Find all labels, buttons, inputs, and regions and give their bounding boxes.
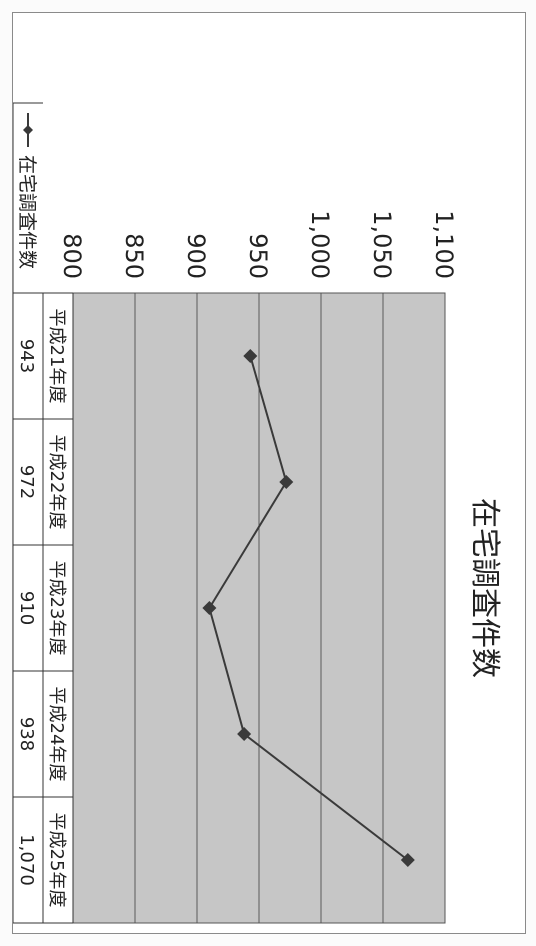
legend-label: 在宅調査件数 [16, 155, 38, 269]
category-label: 平成23年度 [46, 561, 67, 656]
chart-frame: 800 850 900 950 1,000 1,050 1,100 在宅調査件数 平成21年… [12, 12, 526, 934]
y-tick-label: 900 [182, 233, 210, 279]
data-value-label: 910 [16, 591, 37, 625]
line-chart: 800 850 900 950 1,000 1,050 1,100 在宅調査件数 平成21年… [13, 13, 525, 933]
category-label: 平成25年度 [46, 813, 67, 908]
category-label: 平成24年度 [46, 687, 67, 782]
y-axis-ticks: 800 850 900 950 1,000 1,050 1,100 [58, 210, 458, 279]
data-value-label: 1,070 [16, 834, 37, 886]
chart-title: 在宅調査件数 [467, 498, 502, 678]
y-tick-label: 950 [244, 233, 272, 279]
category-label: 平成21年度 [46, 309, 67, 404]
data-value-label: 938 [16, 717, 37, 751]
legend-marker-key [23, 125, 33, 135]
y-tick-label: 1,050 [368, 210, 396, 279]
data-value-label: 943 [16, 339, 37, 373]
category-label: 平成22年度 [46, 435, 67, 530]
y-tick-label: 850 [120, 233, 148, 279]
data-value-label: 972 [16, 465, 37, 499]
y-tick-label: 800 [58, 233, 86, 279]
y-tick-label: 1,000 [306, 210, 334, 279]
y-tick-label: 1,100 [430, 210, 458, 279]
